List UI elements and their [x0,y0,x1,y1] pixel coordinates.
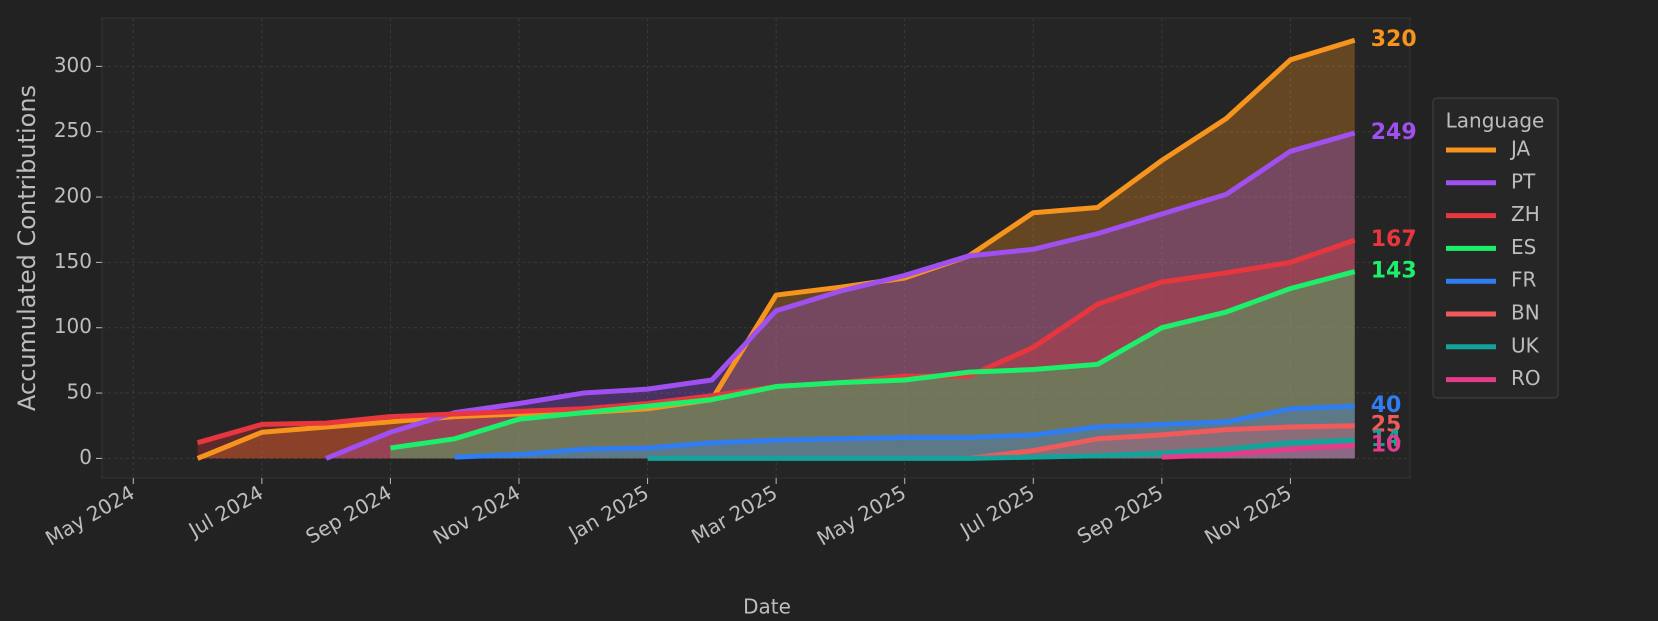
y-tick-label: 0 [79,445,92,469]
series-line [454,403,1355,460]
end-label: 14 [1371,427,1402,452]
area [197,240,1355,459]
legend-label: JA [1509,137,1531,161]
legend-label: UK [1511,333,1540,357]
end-label: 249 [1371,120,1417,145]
legend-label: ES [1511,235,1536,259]
series-line [1161,442,1355,460]
x-tick-label: Sep 2024 [301,480,395,548]
end-label: 320 [1371,27,1417,52]
y-axis-label: Accumulated Contributions [13,85,41,411]
x-tick-label: Nov 2025 [1200,480,1295,549]
legend-label: PT [1511,169,1536,193]
y-tick-label: 300 [54,53,92,77]
series-line [325,130,1356,461]
end-label: 25 [1371,413,1402,438]
plot-area [101,17,1411,479]
y-tick-label: 100 [54,314,92,338]
end-label: 40 [1371,393,1402,418]
x-tick-label: Mar 2025 [687,480,781,548]
series-line [196,37,1356,461]
y-tick-label: 150 [54,249,92,273]
x-tick-label: Jul 2024 [183,480,267,542]
series-line [968,423,1355,461]
y-tick-label: 200 [54,184,92,208]
y-tick-label: 250 [54,118,92,142]
end-label: 143 [1371,259,1417,284]
legend-title: Language [1446,109,1545,133]
legend-label: ZH [1511,202,1540,226]
area [197,40,1355,459]
lines [196,37,1356,461]
x-tick-label: May 2024 [41,480,138,550]
x-tick-label: Jul 2025 [954,480,1038,542]
x-tick-label: May 2025 [813,480,910,550]
end-label: 167 [1371,227,1417,252]
x-tick-label: Jan 2025 [563,480,653,546]
legend-label: FR [1511,268,1537,292]
area [326,133,1355,459]
legend-label: RO [1511,366,1541,390]
legend-label: BN [1511,301,1540,325]
x-tick-label: Sep 2025 [1073,480,1167,548]
x-axis-label: Date [743,595,791,619]
series-line [390,269,1356,451]
end-label: 10 [1371,432,1402,457]
x-tick-label: Nov 2024 [429,480,524,549]
series-line [647,437,1355,461]
y-tick-label: 50 [67,380,92,404]
